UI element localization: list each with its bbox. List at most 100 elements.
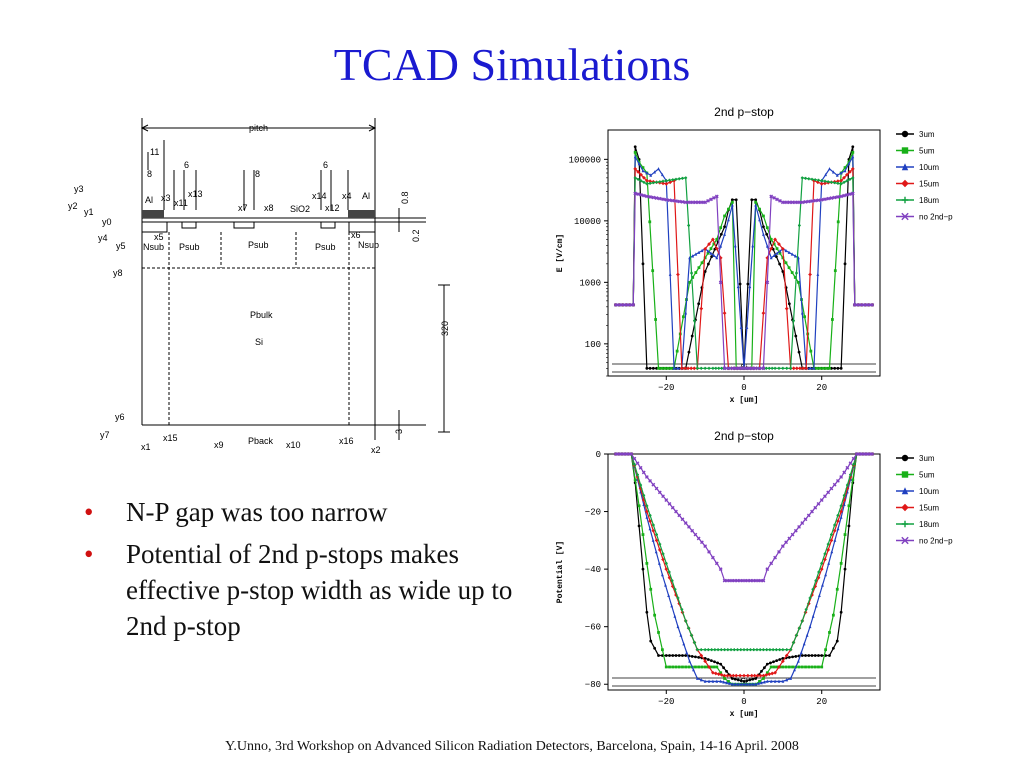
data-point — [823, 197, 827, 202]
data-point — [784, 540, 788, 545]
data-point — [772, 195, 777, 200]
bullet-text: Potential of 2nd p-stops makes effective… — [126, 539, 513, 641]
data-point — [716, 648, 720, 652]
data-point — [689, 366, 694, 371]
data-point — [633, 166, 638, 171]
diagram-label: y3 — [74, 184, 84, 194]
data-point — [745, 673, 750, 678]
diagram-label: 320 — [440, 321, 450, 336]
data-point — [829, 196, 834, 200]
data-point — [673, 614, 677, 618]
data-point — [697, 302, 701, 306]
data-point — [827, 561, 831, 565]
data-point — [700, 200, 704, 205]
bullet-list: • N-P gap was too narrow • Potential of 2n… — [84, 494, 534, 650]
data-point — [633, 478, 637, 482]
data-point — [794, 334, 798, 338]
data-point — [707, 665, 711, 669]
data-point — [777, 366, 781, 370]
data-point — [795, 633, 798, 637]
data-point — [723, 232, 726, 236]
diagram-label: Pbulk — [250, 310, 273, 320]
data-point — [765, 226, 769, 230]
data-point — [700, 540, 704, 545]
data-point — [694, 655, 697, 659]
data-point — [648, 181, 652, 185]
data-point — [745, 325, 749, 329]
data-point — [845, 465, 850, 470]
series-line — [615, 146, 873, 369]
data-point — [687, 350, 691, 354]
data-point — [800, 311, 804, 315]
diagram-label: Psub — [315, 242, 336, 252]
data-point — [839, 561, 843, 565]
legend-label: 15um — [919, 504, 939, 513]
data-point — [648, 366, 652, 370]
data-point — [802, 642, 806, 646]
data-point — [781, 656, 785, 660]
chart-title: 2nd p−stop — [714, 429, 774, 443]
data-point — [830, 180, 833, 184]
data-point — [620, 452, 624, 456]
data-point — [797, 626, 801, 630]
data-point — [736, 682, 740, 686]
data-point — [901, 536, 909, 545]
data-point — [719, 648, 723, 652]
x-axis-label: x [um] — [730, 396, 759, 405]
data-point — [674, 509, 678, 514]
chart-potential-svg: 2nd p−stop −20 0 20 x [um] 0 −20 −40 −60 −80 Poten… — [556, 429, 953, 719]
data-point — [784, 200, 788, 205]
data-point — [800, 665, 804, 669]
data-point — [864, 452, 868, 456]
data-point — [901, 212, 909, 221]
diagram-label: x14 — [312, 191, 327, 201]
data-point — [830, 533, 833, 536]
data-point — [715, 237, 719, 241]
data-point — [791, 366, 796, 371]
data-point — [839, 366, 843, 370]
data-point — [810, 654, 814, 657]
data-point — [765, 280, 770, 285]
data-point — [642, 193, 646, 198]
data-point — [688, 659, 691, 663]
legend-label: 5um — [919, 147, 935, 156]
device-cross-section-diagram: pitch 11 6 6 8 8 Al Al x3 x13 x11 x7 x8 … — [68, 118, 450, 455]
data-point — [703, 246, 708, 251]
data-point — [807, 177, 811, 181]
data-point — [639, 483, 643, 487]
data-point — [772, 242, 776, 246]
data-point — [785, 678, 789, 682]
data-point — [823, 557, 827, 562]
data-point — [663, 366, 667, 370]
data-point — [636, 192, 641, 196]
data-point — [836, 526, 840, 531]
diagram-label: x12 — [325, 203, 340, 213]
data-point — [763, 666, 766, 670]
data-point — [755, 578, 759, 583]
diagram-label: x6 — [351, 230, 361, 240]
data-point — [823, 552, 827, 556]
data-point — [784, 248, 788, 253]
data-point — [842, 470, 847, 475]
data-point — [719, 672, 724, 677]
data-point — [738, 282, 742, 286]
data-point — [806, 513, 811, 518]
data-point — [637, 524, 641, 528]
data-point — [835, 173, 839, 177]
data-point — [679, 633, 683, 637]
data-point — [645, 561, 649, 565]
data-point — [851, 456, 856, 461]
data-point — [797, 350, 801, 354]
data-point — [804, 654, 807, 657]
data-point — [664, 654, 668, 657]
data-point — [843, 166, 847, 169]
data-point — [797, 659, 800, 663]
data-point — [762, 677, 765, 680]
data-point — [817, 665, 820, 669]
data-point — [697, 250, 701, 254]
data-point — [657, 196, 662, 201]
data-point — [719, 232, 723, 236]
data-point — [633, 154, 637, 159]
data-point — [637, 161, 641, 166]
data-point — [661, 552, 665, 556]
